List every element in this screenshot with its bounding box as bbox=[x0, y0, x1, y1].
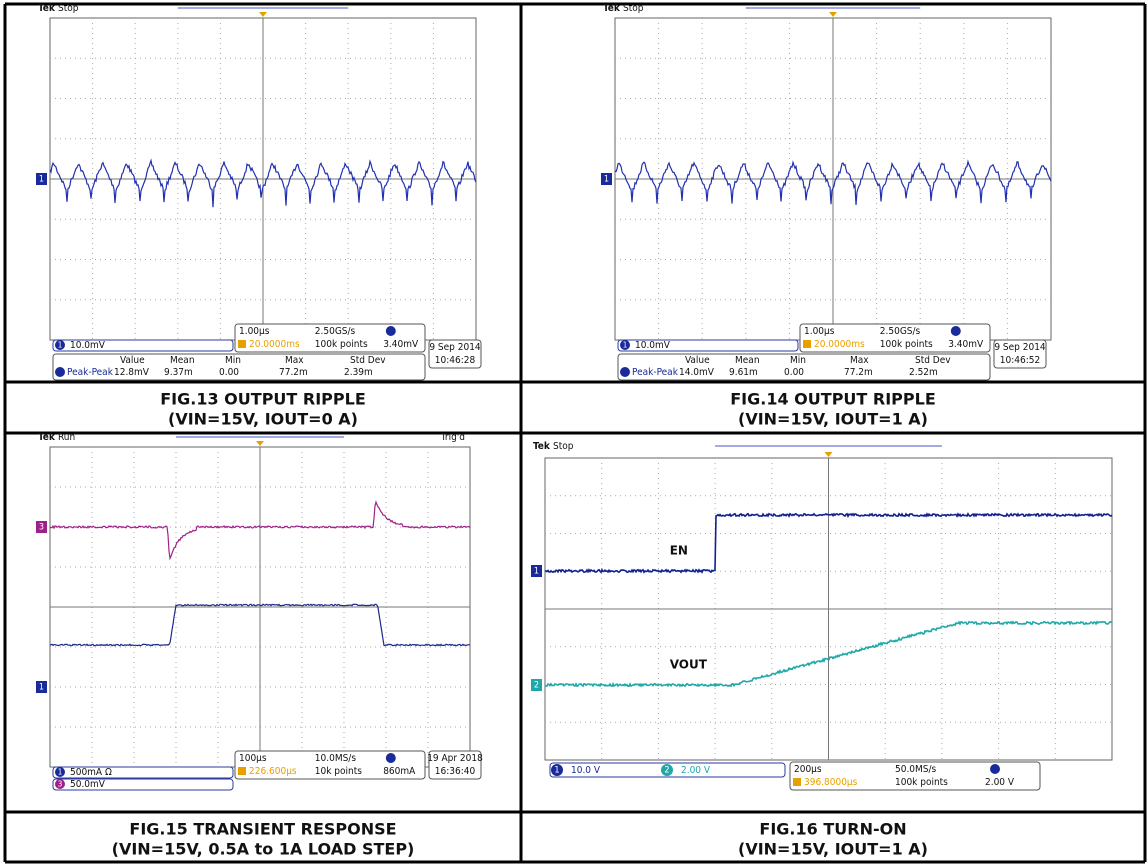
trigger-icon bbox=[238, 767, 246, 775]
date: 9 Sep 2014 bbox=[429, 342, 481, 353]
measurement-header: Max bbox=[850, 355, 869, 366]
caption: FIG.15 TRANSIENT RESPONSE bbox=[129, 820, 396, 839]
trigger-source bbox=[990, 764, 1000, 774]
measurement-header: Max bbox=[285, 355, 304, 366]
trigger-level: 2.00 V bbox=[985, 777, 1015, 788]
measurement-value: 0.00 bbox=[784, 367, 804, 378]
measurement-header: Mean bbox=[735, 355, 760, 366]
channel-marker-label: 2 bbox=[534, 681, 539, 691]
trigger-icon bbox=[793, 778, 801, 786]
trigger-position: 20.0000ms bbox=[249, 339, 300, 350]
trigger-level: 3.40mV bbox=[383, 339, 419, 350]
sample-rate: 2.50GS/s bbox=[315, 326, 356, 337]
acq-state: Stop bbox=[553, 441, 574, 452]
measurement-value: 14.0mV bbox=[679, 367, 715, 378]
measurement-value: 9.37m bbox=[164, 367, 193, 378]
channel-scale: 10.0mV bbox=[70, 340, 106, 351]
measurement-header: Mean bbox=[170, 355, 195, 366]
caption: (VIN=15V, 0.5A to 1A LOAD STEP) bbox=[112, 840, 415, 859]
caption: (VIN=15V, IOUT=1 A) bbox=[738, 410, 928, 429]
channel-scale: 10.0 V bbox=[571, 765, 601, 776]
channel-marker-label: 1 bbox=[604, 175, 609, 185]
measurement-value: 2.39m bbox=[344, 367, 373, 378]
date: 9 Sep 2014 bbox=[994, 342, 1046, 353]
record-length: 100k points bbox=[895, 777, 948, 788]
trigger-icon bbox=[803, 340, 811, 348]
acq-state: Run bbox=[58, 432, 75, 443]
measurement-header: Value bbox=[120, 355, 145, 366]
time: 10:46:28 bbox=[435, 355, 476, 366]
brand: Tek bbox=[38, 432, 56, 443]
measurement-label: Peak-Peak bbox=[632, 367, 679, 378]
timebase: 1.00µs bbox=[239, 326, 270, 337]
measurement-label: Peak-Peak bbox=[67, 367, 114, 378]
trigger-position: 396.8000µs bbox=[804, 777, 858, 788]
channel-number: 1 bbox=[623, 341, 628, 350]
trigger-level: 860mA bbox=[383, 766, 416, 777]
trigger-level: 3.40mV bbox=[948, 339, 984, 350]
acq-state: Stop bbox=[58, 3, 79, 14]
trigger-position: 226.600µs bbox=[249, 766, 297, 777]
annotation: EN bbox=[670, 544, 688, 558]
channel-scale: 10.0mV bbox=[635, 340, 671, 351]
trigger-source bbox=[951, 326, 961, 336]
caption: (VIN=15V, IOUT=1 A) bbox=[738, 840, 928, 859]
trigger-state: Trig'd bbox=[440, 432, 465, 443]
timebase: 1.00µs bbox=[804, 326, 835, 337]
measurement-header: Min bbox=[225, 355, 241, 366]
measurement-header: Value bbox=[685, 355, 710, 366]
trigger-source bbox=[386, 326, 396, 336]
sample-rate: 10.0MS/s bbox=[315, 753, 357, 764]
measurement-badge bbox=[55, 367, 65, 377]
measurement-header: Min bbox=[790, 355, 806, 366]
page: FIG.13 OUTPUT RIPPLE (VIN=15V, IOUT=0 A)… bbox=[0, 0, 1147, 864]
time: 16:36:40 bbox=[435, 766, 476, 777]
measurement-value: 2.52m bbox=[909, 367, 938, 378]
channel-marker-label: 1 bbox=[534, 567, 539, 577]
acq-state: Stop bbox=[623, 3, 644, 14]
caption: FIG.13 OUTPUT RIPPLE bbox=[160, 390, 366, 409]
measurement-value: 12.8mV bbox=[114, 367, 150, 378]
timebase: 200µs bbox=[794, 764, 822, 775]
measurement-header: Std Dev bbox=[915, 355, 951, 366]
caption: FIG.16 TURN-ON bbox=[759, 820, 906, 839]
date: 19 Apr 2018 bbox=[427, 753, 483, 764]
record-length: 10k points bbox=[315, 766, 362, 777]
timebase: 100µs bbox=[239, 753, 267, 764]
trigger-position: 20.0000ms bbox=[814, 339, 865, 350]
annotation: VOUT bbox=[670, 658, 708, 672]
trigger-icon bbox=[238, 340, 246, 348]
measurement-value: 77.2m bbox=[279, 367, 308, 378]
channel-marker-label: 1 bbox=[39, 683, 44, 693]
sample-rate: 50.0MS/s bbox=[895, 764, 937, 775]
record-length: 100k points bbox=[880, 339, 933, 350]
channel-number: 3 bbox=[58, 780, 63, 789]
channel-number: 1 bbox=[58, 341, 63, 350]
sample-rate: 2.50GS/s bbox=[880, 326, 921, 337]
channel-scale: 2.00 V bbox=[681, 765, 711, 776]
time: 10:46:52 bbox=[1000, 355, 1040, 366]
measurement-header: Std Dev bbox=[350, 355, 386, 366]
trigger-source bbox=[386, 753, 396, 763]
channel-scale: 50.0mV bbox=[70, 779, 106, 790]
measurement-badge bbox=[620, 367, 630, 377]
record-length: 100k points bbox=[315, 339, 368, 350]
measurement-value: 0.00 bbox=[219, 367, 239, 378]
channel-number: 1 bbox=[554, 766, 559, 776]
measurement-value: 77.2m bbox=[844, 367, 873, 378]
channel-number: 1 bbox=[58, 768, 63, 777]
caption: FIG.14 OUTPUT RIPPLE bbox=[730, 390, 936, 409]
channel-number: 2 bbox=[664, 766, 669, 776]
caption: (VIN=15V, IOUT=0 A) bbox=[168, 410, 358, 429]
channel-marker-label: 1 bbox=[39, 175, 44, 185]
measurement-value: 9.61m bbox=[729, 367, 758, 378]
brand: Tek bbox=[603, 3, 621, 14]
brand: Tek bbox=[533, 441, 551, 452]
channel-scale: 500mA Ω bbox=[70, 767, 112, 778]
brand: Tek bbox=[38, 3, 56, 14]
channel-marker-label: 3 bbox=[39, 523, 44, 533]
